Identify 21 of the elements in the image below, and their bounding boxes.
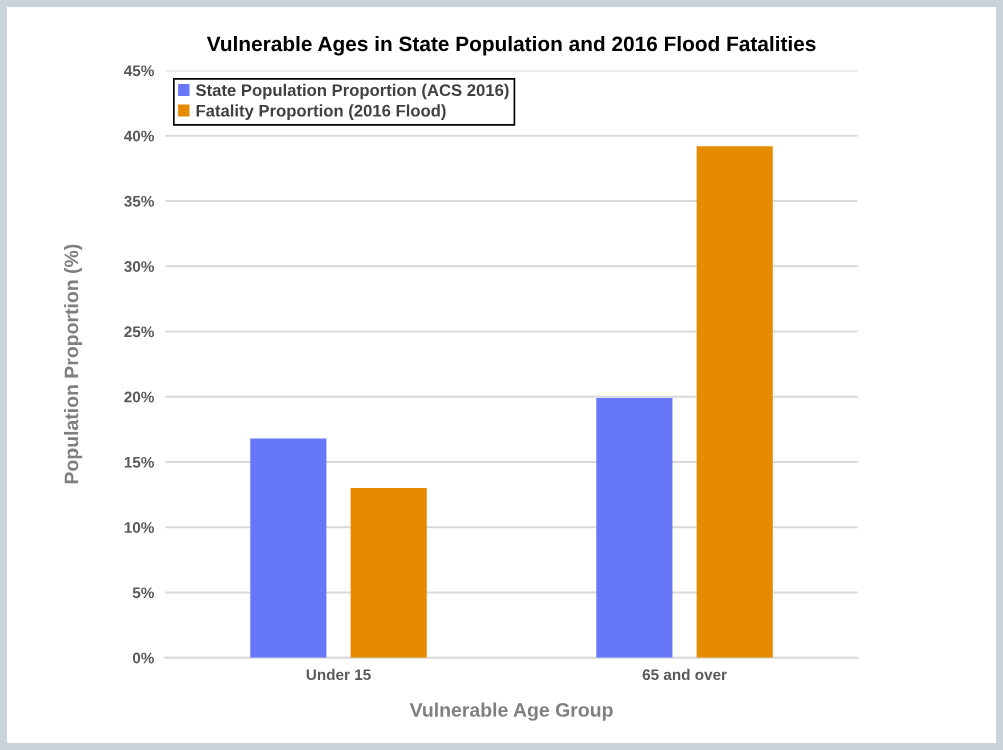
chart-title: Vulnerable Ages in State Population and 2016 Flood Fatalities — [206, 35, 816, 56]
bar — [350, 488, 427, 658]
y-tick-label: 35% — [124, 195, 154, 207]
y-tick-label: 25% — [124, 326, 154, 338]
y-tick-label: 0% — [132, 652, 154, 664]
bar — [596, 398, 673, 658]
x-tick-label: Under 15 — [306, 668, 371, 681]
y-tick-label: 20% — [124, 391, 154, 403]
x-axis-title: Vulnerable Age Group — [409, 702, 613, 721]
y-tick-label: 45% — [124, 65, 154, 77]
bar — [696, 146, 773, 658]
y-tick-label: 5% — [132, 587, 154, 599]
bar — [250, 438, 327, 658]
y-tick-label: 40% — [124, 130, 154, 142]
legend-label: State Population Proportion (ACS 2016) — [195, 83, 509, 100]
y-tick-label: 15% — [124, 456, 154, 468]
x-tick-label: 65 and over — [642, 668, 727, 681]
y-axis-title: Population Proportion (%) — [64, 244, 83, 484]
legend-label: Fatality Proportion (2016 Flood) — [196, 104, 446, 120]
y-tick-label: 10% — [124, 522, 154, 533]
y-tick-label: 30% — [124, 261, 154, 272]
